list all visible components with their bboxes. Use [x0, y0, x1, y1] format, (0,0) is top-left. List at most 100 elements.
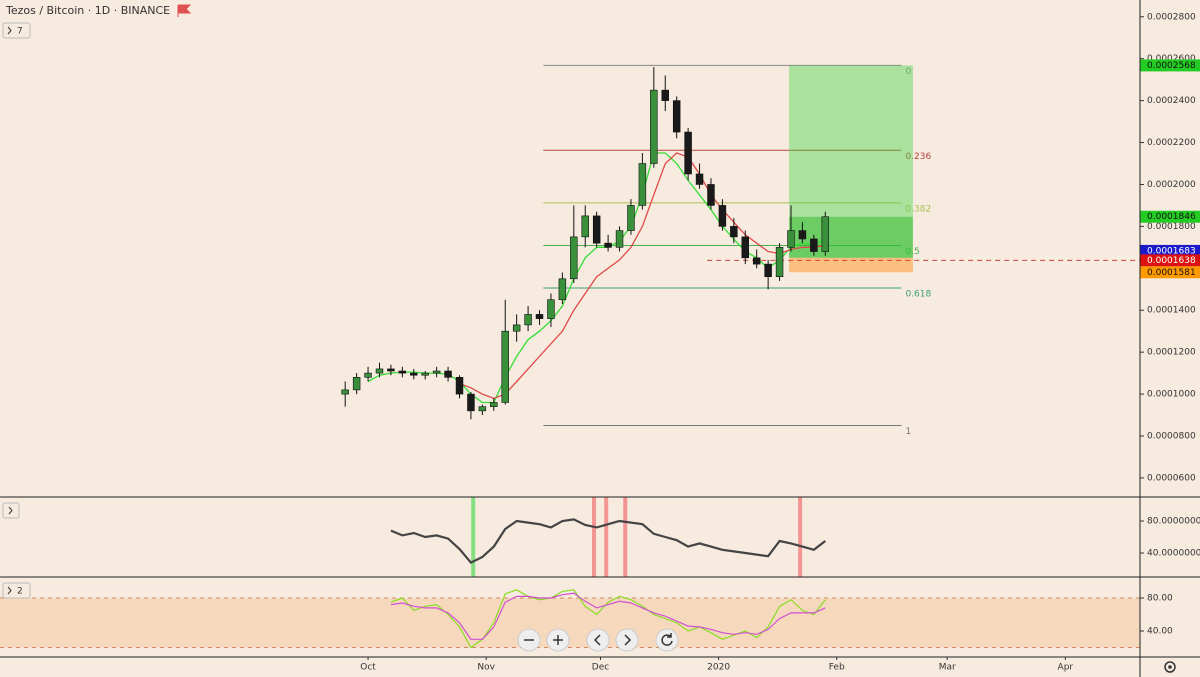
candle-body	[421, 372, 429, 376]
settings-button[interactable]	[1164, 661, 1176, 673]
gear-icon	[1164, 661, 1176, 673]
fib-label: 0.382	[905, 204, 931, 214]
price-label: 0.0001638	[1147, 256, 1196, 266]
fib-label: 0	[905, 67, 911, 77]
gear-center	[1168, 665, 1172, 669]
chevron	[8, 506, 13, 515]
signal-bar	[798, 497, 803, 577]
scroll-left-button[interactable]	[586, 628, 610, 652]
x-tick-label: Nov	[477, 663, 495, 673]
candle-body	[478, 406, 487, 412]
candle-body	[650, 89, 658, 164]
y-tick-label: 0.0001400	[1147, 306, 1196, 316]
position-zone	[789, 257, 913, 273]
pane-toggle[interactable]	[2, 502, 20, 519]
reset-icon	[661, 633, 673, 646]
price-label-bg	[1140, 254, 1200, 267]
y-tick-label: 0.0001800	[1147, 222, 1196, 232]
x-tick-label: 2020	[707, 663, 730, 673]
candle-body	[798, 230, 807, 240]
indicator-count: 7	[17, 27, 23, 37]
y-tick-label: 0.0000800	[1147, 432, 1196, 442]
candle-body	[810, 238, 818, 252]
chevron	[7, 26, 12, 35]
y-tick-label: 0.0000600	[1147, 473, 1196, 483]
toggle-box[interactable]	[2, 502, 20, 519]
x-tick-label: Oct	[360, 663, 376, 673]
x-tick-label: Apr	[1058, 663, 1074, 673]
candle-body	[410, 372, 418, 376]
candle-body	[821, 216, 830, 252]
candle-body	[512, 324, 521, 332]
candle-body	[547, 299, 555, 319]
candle-body	[604, 242, 612, 248]
indicator-count: 2	[17, 587, 23, 597]
candle-body	[432, 370, 441, 374]
y-tick-label: 0.0002400	[1147, 96, 1196, 106]
candle-body	[764, 263, 772, 277]
chart-title: Tezos / Bitcoin · 1D · BINANCE	[5, 4, 170, 17]
pane-toggle[interactable]: 2	[2, 582, 31, 599]
fib-label: 0.618	[905, 290, 931, 300]
candle-body	[672, 100, 681, 133]
candle-body	[570, 236, 578, 280]
y-tick-label: 80.0000000	[1147, 517, 1200, 527]
toggle-box[interactable]	[2, 22, 31, 39]
band	[0, 598, 1140, 648]
y-tick-label: 80.00	[1147, 594, 1173, 604]
signal-bar	[471, 497, 476, 577]
candle-body	[490, 402, 498, 407]
y-tick-label: 0.0002800	[1147, 12, 1196, 22]
signal-bar	[604, 497, 609, 577]
candle-body	[524, 314, 532, 326]
toggle-box[interactable]	[2, 582, 31, 599]
series-line	[390, 589, 826, 649]
price-label-bg	[1140, 59, 1200, 72]
position-zone	[789, 216, 913, 258]
scroll-right-button[interactable]	[615, 628, 639, 652]
signal-bar	[592, 497, 597, 577]
candle-body	[684, 131, 692, 175]
candle-body	[627, 205, 635, 231]
price-label: 0.0001683	[1147, 246, 1196, 256]
candle-body	[467, 393, 475, 412]
price-label: 0.0002568	[1147, 61, 1196, 71]
candle-body	[558, 278, 567, 301]
candle-body	[752, 257, 761, 265]
candle-body	[661, 89, 669, 101]
x-tick-label: Mar	[939, 663, 956, 673]
candle-body	[615, 230, 624, 248]
plus-icon	[553, 635, 563, 645]
candle-body	[730, 226, 738, 238]
candle-body	[695, 173, 704, 185]
right-icon	[624, 634, 632, 646]
candle-body	[775, 247, 784, 277]
x-tick-label: Dec	[592, 663, 609, 673]
candle-body	[375, 368, 384, 374]
candle-body	[364, 372, 372, 378]
fib-label: 0.236	[905, 152, 931, 162]
candle-body	[387, 368, 395, 372]
series-line	[390, 592, 826, 640]
left-icon	[593, 634, 601, 646]
price-label: 0.0001846	[1147, 212, 1196, 222]
candle-body	[501, 330, 509, 403]
candle-body	[787, 230, 795, 248]
candle-body	[707, 184, 715, 206]
candle-body	[535, 314, 544, 319]
reset-button[interactable]	[655, 628, 679, 652]
candle-body	[581, 215, 589, 238]
price-label-bg	[1140, 244, 1200, 257]
candle-body	[352, 377, 361, 391]
candle-body	[718, 205, 727, 227]
signal-bar	[623, 497, 628, 577]
flag-icon[interactable]	[177, 4, 192, 17]
price-label-bg	[1140, 266, 1200, 279]
series-line	[459, 152, 826, 399]
y-tick-label: 0.0002600	[1147, 54, 1196, 64]
y-tick-label: 0.0002200	[1147, 138, 1196, 148]
pane-toggle[interactable]: 7	[2, 22, 31, 39]
candle-body	[741, 236, 749, 259]
